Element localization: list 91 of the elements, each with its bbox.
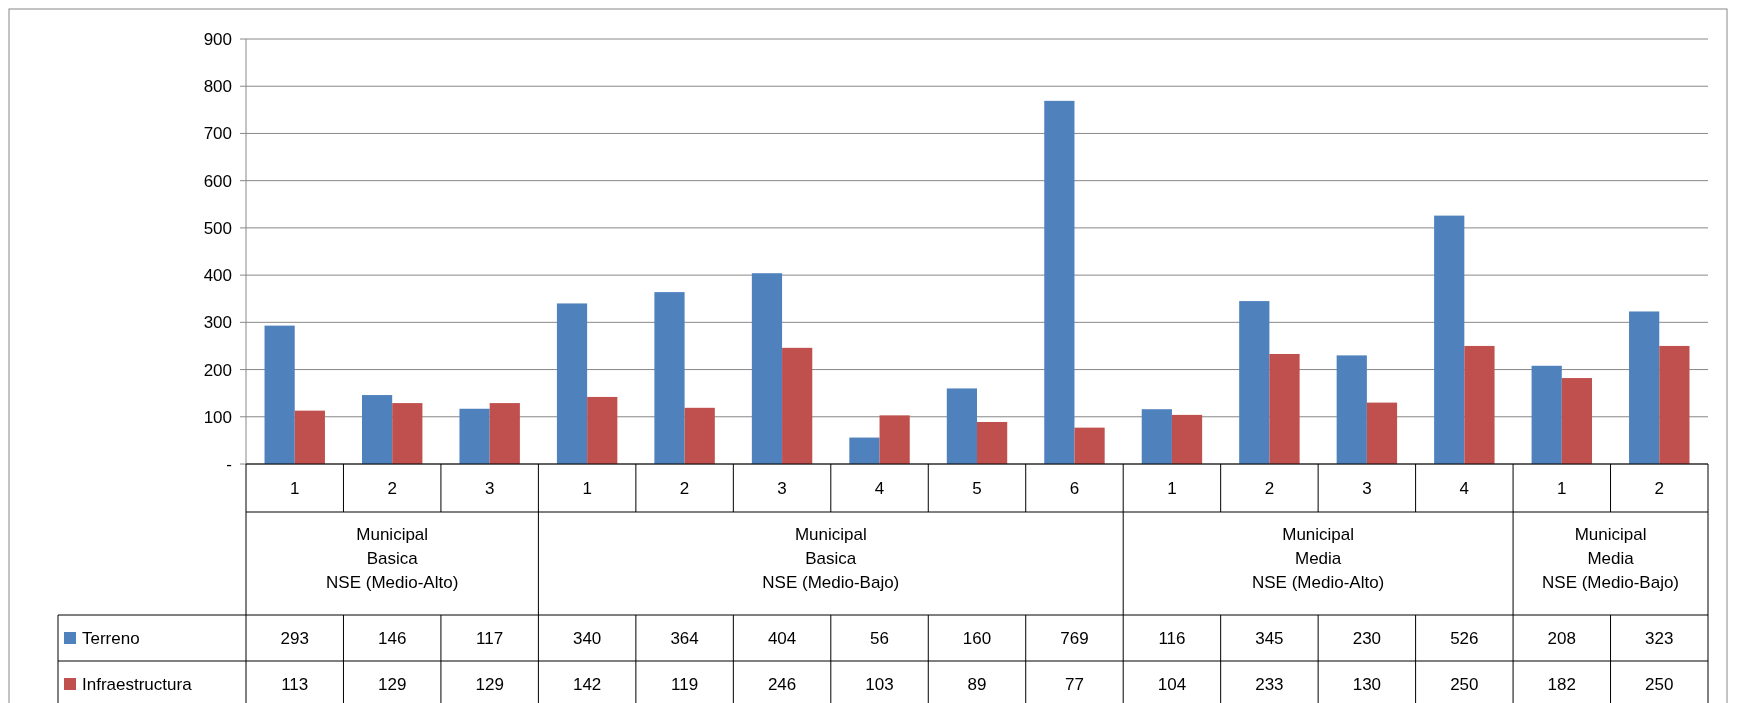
data-label: 364 <box>670 628 699 648</box>
y-tick-label: 900 <box>203 29 232 49</box>
data-label: 129 <box>378 674 407 694</box>
bar <box>392 403 423 464</box>
x-tick-label: 2 <box>1264 478 1275 498</box>
data-label: 230 <box>1352 628 1382 648</box>
data-label: 103 <box>865 674 894 694</box>
text: Municipal Basica NSE (Medio-Alto) <box>326 525 459 592</box>
text: Municipal Media NSE (Medio-Alto) <box>1252 525 1385 592</box>
bar <box>1561 378 1593 464</box>
data-label: 526 <box>1450 628 1479 648</box>
y-tick-label: 200 <box>203 360 232 380</box>
x-tick-label: 1 <box>290 478 300 498</box>
bar <box>782 347 813 464</box>
x-tick-label: 3 <box>777 478 787 498</box>
legend-label: Infraestructura <box>82 674 193 694</box>
data-label: 130 <box>1352 674 1382 694</box>
bar <box>849 437 880 464</box>
data-label: 113 <box>281 674 309 694</box>
bar <box>684 407 715 464</box>
x-tick-label: 1 <box>1557 478 1567 498</box>
data-label: 340 <box>572 628 602 648</box>
bar <box>556 303 588 464</box>
bar <box>1531 365 1562 464</box>
x-tick-label: 5 <box>972 478 982 498</box>
data-label: 182 <box>1547 674 1576 694</box>
data-label: 345 <box>1255 628 1284 648</box>
data-label: 246 <box>767 674 797 694</box>
y-tick-label: 500 <box>203 218 232 238</box>
bar <box>361 395 393 464</box>
text: Municipal Basica NSE (Medio-Bajo) <box>762 525 900 592</box>
y-tick-label: 800 <box>203 77 232 97</box>
y-tick-label: - <box>226 454 232 474</box>
bar <box>977 421 1008 464</box>
data-label: 160 <box>962 628 992 648</box>
data-label: 250 <box>1645 674 1674 694</box>
data-label: 77 <box>1065 674 1084 694</box>
bar <box>1074 427 1105 464</box>
x-tick-label: 4 <box>874 478 885 498</box>
bar <box>1141 409 1172 464</box>
data-label: 129 <box>475 674 504 694</box>
data-label: 250 <box>1450 674 1479 694</box>
y-tick-label: 600 <box>203 171 232 191</box>
data-label: 769 <box>1060 628 1089 648</box>
x-tick-label: 4 <box>1459 478 1470 498</box>
bar <box>1336 355 1367 464</box>
data-label: 119 <box>671 674 699 694</box>
data-label: 89 <box>967 674 987 694</box>
bar <box>751 273 783 464</box>
legend-label: Terreno <box>82 628 140 648</box>
x-tick-label: 3 <box>1362 478 1372 498</box>
data-label: 208 <box>1547 628 1576 648</box>
bar <box>654 292 685 464</box>
x-tick-label: 2 <box>387 478 397 498</box>
data-label: 323 <box>1645 628 1674 648</box>
bar <box>1629 311 1660 464</box>
y-tick-label: 400 <box>203 266 232 286</box>
x-tick-label: 2 <box>679 478 690 498</box>
x-tick-label: 1 <box>1167 478 1177 498</box>
bar <box>946 388 977 464</box>
y-tick-label: 100 <box>203 407 232 427</box>
y-tick-label: 700 <box>203 124 232 144</box>
data-label: 146 <box>378 628 407 648</box>
data-label: 117 <box>476 628 504 648</box>
y-tick-label: 300 <box>203 313 232 333</box>
bar <box>294 410 325 464</box>
x-tick-label: 2 <box>1654 478 1664 498</box>
data-label: 233 <box>1255 674 1284 694</box>
bar <box>1464 345 1495 464</box>
data-label: 56 <box>870 628 889 648</box>
x-tick-label: 6 <box>1069 478 1080 498</box>
bar <box>1171 414 1203 464</box>
bar <box>1434 215 1465 464</box>
bar <box>1659 345 1690 464</box>
bar <box>264 325 295 464</box>
bar <box>1269 353 1300 464</box>
data-label: 142 <box>572 674 602 694</box>
data-label: 404 <box>767 628 797 648</box>
x-tick-label: 1 <box>582 478 592 498</box>
bar <box>587 396 618 464</box>
bar <box>1044 100 1075 464</box>
bar <box>459 408 490 464</box>
bar <box>879 415 910 464</box>
data-label: 116 <box>1158 628 1186 648</box>
bar <box>489 403 520 464</box>
bar <box>1366 402 1398 464</box>
data-label: 104 <box>1157 674 1187 694</box>
bar <box>1239 301 1270 464</box>
data-label: 293 <box>280 628 309 648</box>
x-tick-label: 3 <box>484 478 495 498</box>
text: Municipal Media NSE (Medio-Bajo) <box>1542 525 1680 592</box>
